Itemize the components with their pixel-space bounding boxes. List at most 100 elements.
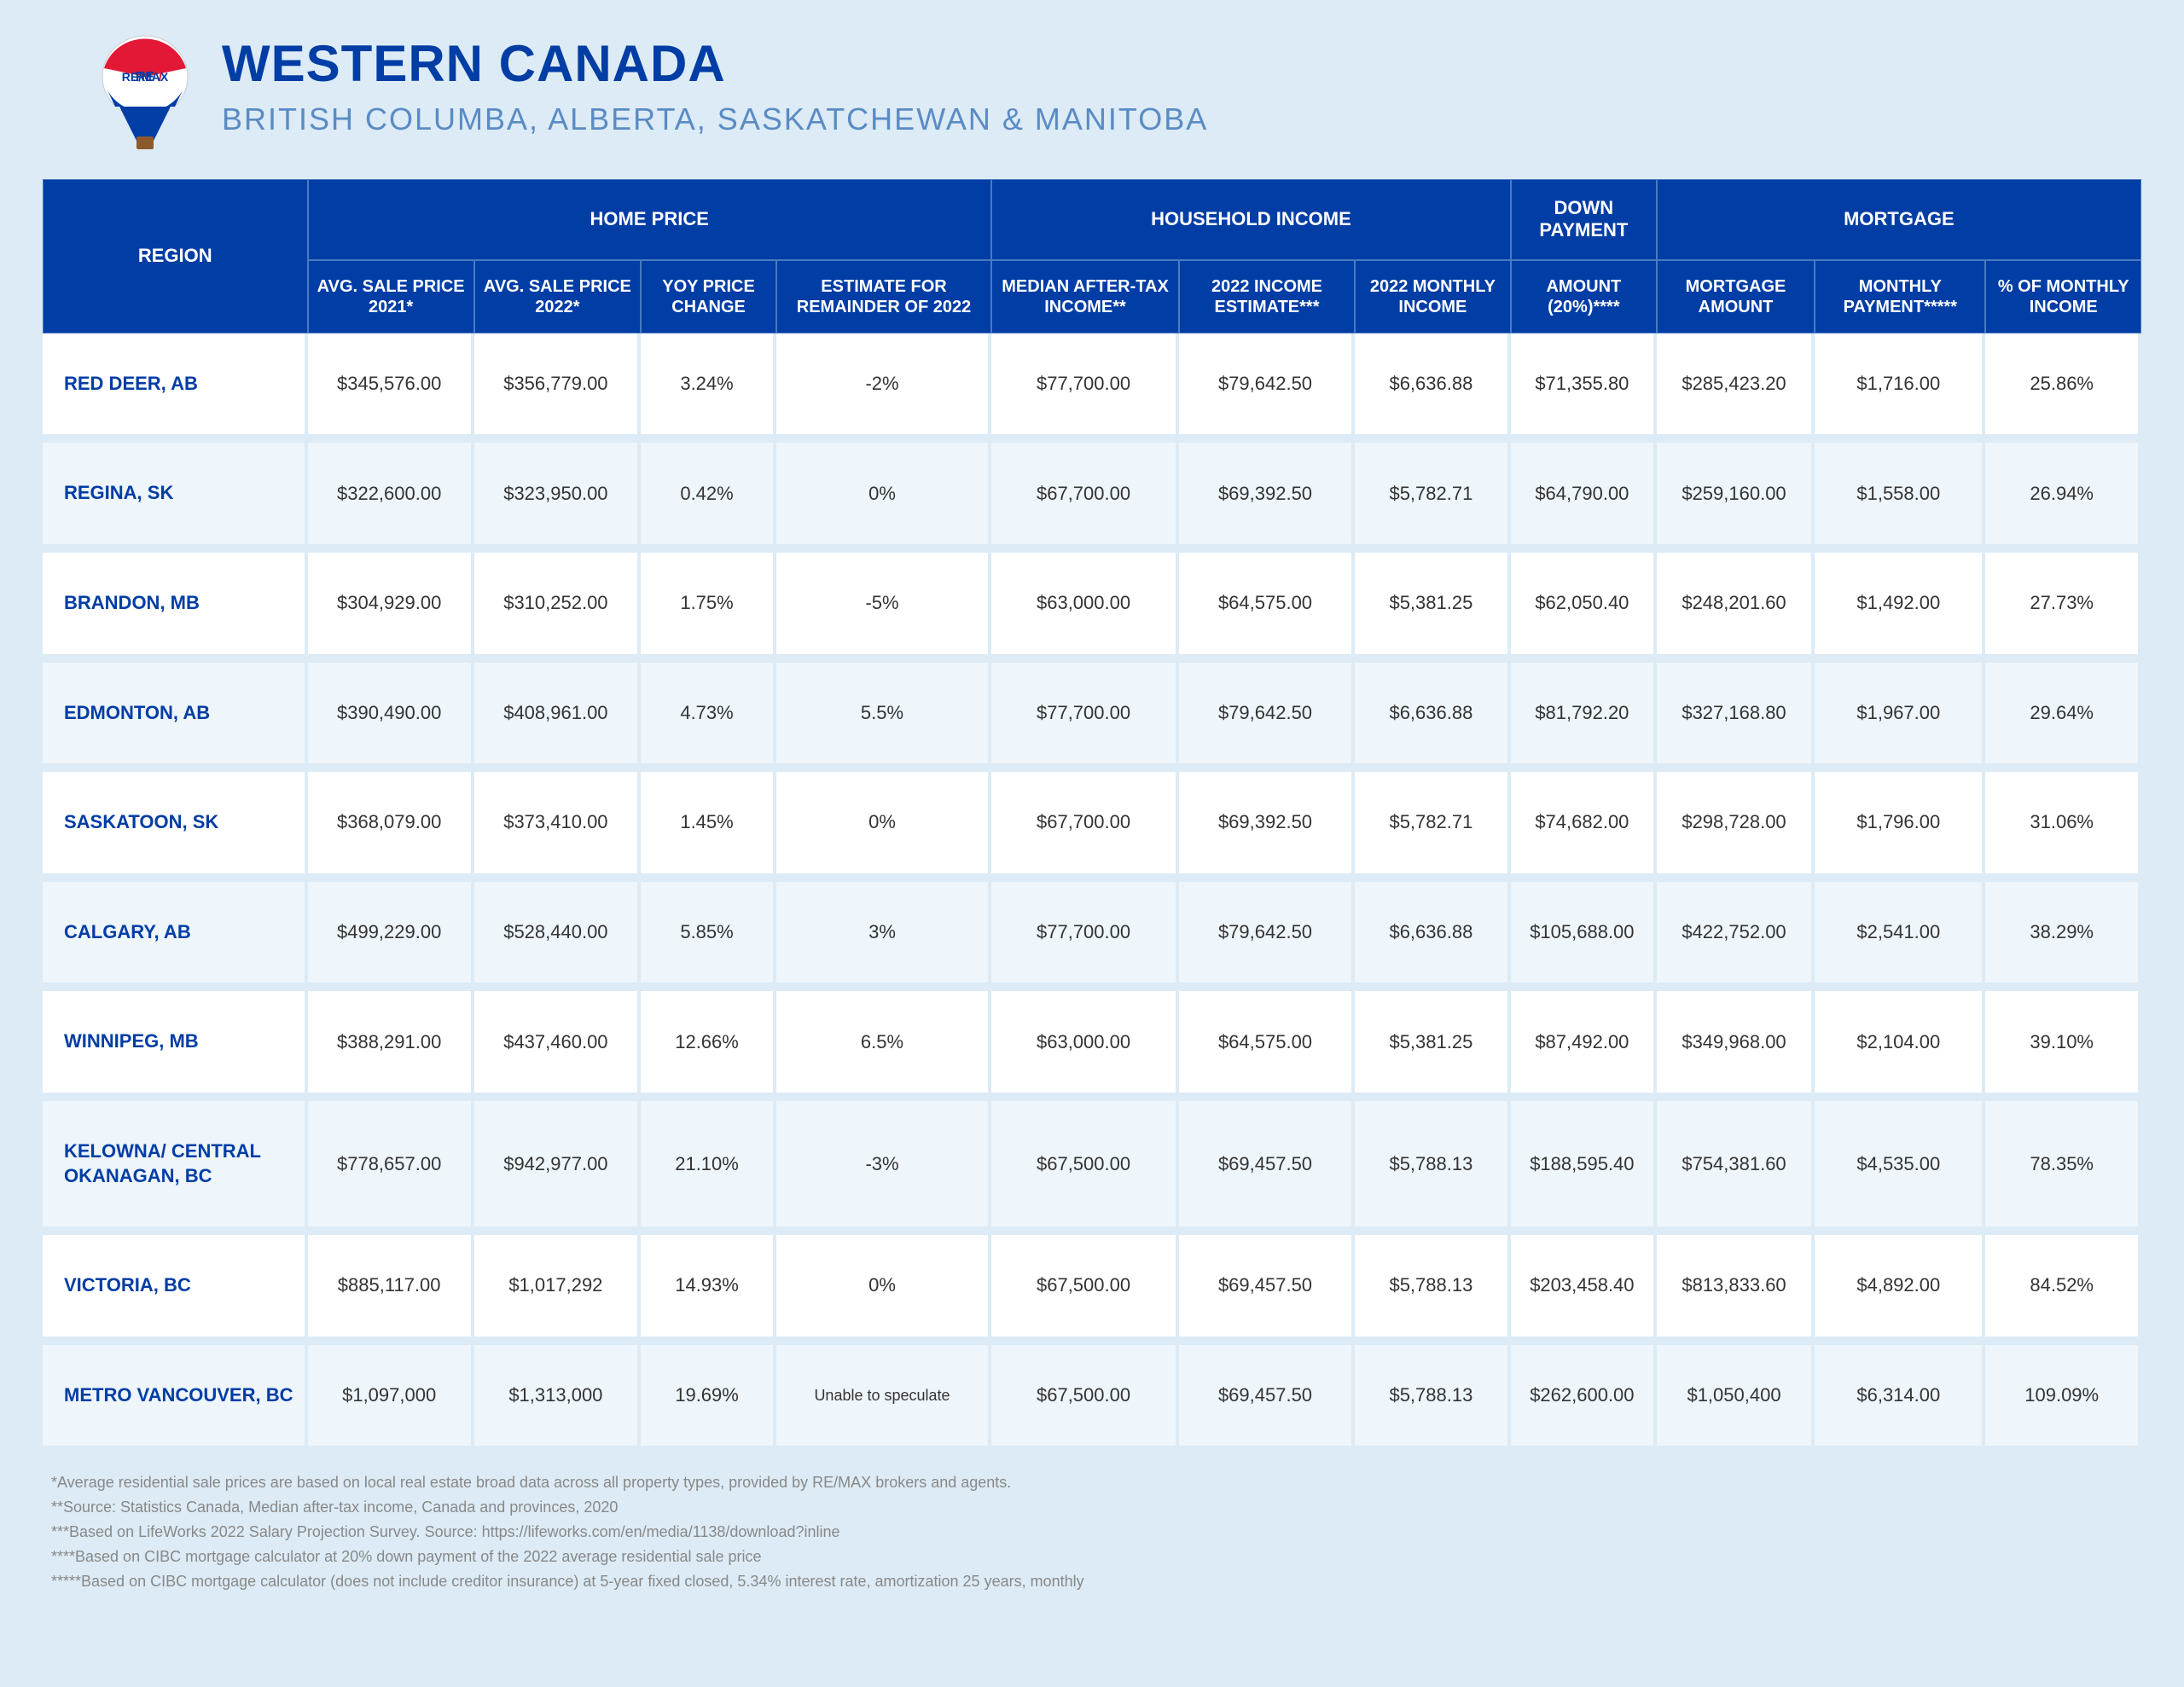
col-income-2022: 2022 INCOME ESTIMATE*** bbox=[1179, 260, 1355, 333]
cell-down_amount: $203,458.40 bbox=[1511, 1235, 1657, 1345]
cell-estimate: 0% bbox=[776, 772, 991, 882]
cell-monthly_income: $5,381.25 bbox=[1355, 991, 1511, 1101]
cell-yoy: 1.75% bbox=[641, 553, 776, 663]
cell-estimate: -5% bbox=[776, 553, 991, 663]
cell-avg_2021: $1,097,000 bbox=[308, 1345, 474, 1455]
cell-median_income: $67,500.00 bbox=[991, 1235, 1179, 1345]
data-table: REGION HOME PRICE HOUSEHOLD INCOME DOWN … bbox=[43, 179, 2141, 1454]
region-cell: BRANDON, MB bbox=[43, 553, 308, 663]
cell-income_2022: $69,392.50 bbox=[1179, 443, 1355, 553]
cell-avg_2021: $390,490.00 bbox=[308, 663, 474, 773]
cell-pct_income: 25.86% bbox=[1985, 333, 2141, 443]
cell-estimate: -3% bbox=[776, 1101, 991, 1235]
cell-yoy: 21.10% bbox=[641, 1101, 776, 1235]
cell-down_amount: $262,600.00 bbox=[1511, 1345, 1657, 1455]
cell-monthly_payment: $1,558.00 bbox=[1815, 443, 1985, 553]
cell-pct_income: 84.52% bbox=[1985, 1235, 2141, 1345]
footnote-line: ***Based on LifeWorks 2022 Salary Projec… bbox=[51, 1521, 2141, 1544]
cell-avg_2021: $304,929.00 bbox=[308, 553, 474, 663]
cell-monthly_payment: $2,104.00 bbox=[1815, 991, 1985, 1101]
cell-monthly_income: $6,636.88 bbox=[1355, 333, 1511, 443]
cell-estimate: 5.5% bbox=[776, 663, 991, 773]
cell-income_2022: $69,457.50 bbox=[1179, 1235, 1355, 1345]
cell-avg_2021: $499,229.00 bbox=[308, 882, 474, 992]
footnote-line: **Source: Statistics Canada, Median afte… bbox=[51, 1496, 2141, 1519]
remax-balloon-logo: RE / RE/MAX bbox=[94, 34, 196, 154]
cell-income_2022: $69,457.50 bbox=[1179, 1101, 1355, 1235]
cell-estimate: 0% bbox=[776, 443, 991, 553]
cell-income_2022: $64,575.00 bbox=[1179, 991, 1355, 1101]
footnote-line: *Average residential sale prices are bas… bbox=[51, 1471, 2141, 1494]
col-median-income: MEDIAN AFTER-TAX INCOME** bbox=[991, 260, 1179, 333]
cell-avg_2021: $885,117.00 bbox=[308, 1235, 474, 1345]
cell-pct_income: 27.73% bbox=[1985, 553, 2141, 663]
cell-income_2022: $69,392.50 bbox=[1179, 772, 1355, 882]
cell-median_income: $77,700.00 bbox=[991, 663, 1179, 773]
cell-median_income: $77,700.00 bbox=[991, 333, 1179, 443]
cell-down_amount: $74,682.00 bbox=[1511, 772, 1657, 882]
cell-avg_2022: $437,460.00 bbox=[474, 991, 641, 1101]
cell-mortgage_amount: $298,728.00 bbox=[1657, 772, 1815, 882]
cell-avg_2022: $408,961.00 bbox=[474, 663, 641, 773]
col-yoy: YOY PRICE CHANGE bbox=[641, 260, 776, 333]
cell-avg_2022: $1,017,292 bbox=[474, 1235, 641, 1345]
table-row: CALGARY, AB$499,229.00$528,440.005.85%3%… bbox=[43, 882, 2141, 992]
table-row: RED DEER, AB$345,576.00$356,779.003.24%-… bbox=[43, 333, 2141, 443]
cell-mortgage_amount: $259,160.00 bbox=[1657, 443, 1815, 553]
cell-avg_2022: $942,977.00 bbox=[474, 1101, 641, 1235]
cell-avg_2022: $528,440.00 bbox=[474, 882, 641, 992]
col-monthly-income: 2022 MONTHLY INCOME bbox=[1355, 260, 1511, 333]
cell-yoy: 0.42% bbox=[641, 443, 776, 553]
cell-avg_2021: $388,291.00 bbox=[308, 991, 474, 1101]
cell-pct_income: 31.06% bbox=[1985, 772, 2141, 882]
cell-mortgage_amount: $1,050,400 bbox=[1657, 1345, 1815, 1455]
col-estimate: ESTIMATE FOR REMAINDER OF 2022 bbox=[776, 260, 991, 333]
cell-yoy: 4.73% bbox=[641, 663, 776, 773]
cell-income_2022: $79,642.50 bbox=[1179, 333, 1355, 443]
cell-pct_income: 78.35% bbox=[1985, 1101, 2141, 1235]
cell-yoy: 3.24% bbox=[641, 333, 776, 443]
title-block: WESTERN CANADA BRITISH COLUMBA, ALBERTA,… bbox=[222, 34, 1208, 137]
cell-down_amount: $105,688.00 bbox=[1511, 882, 1657, 992]
cell-estimate: 6.5% bbox=[776, 991, 991, 1101]
cell-income_2022: $79,642.50 bbox=[1179, 663, 1355, 773]
svg-text:RE/MAX: RE/MAX bbox=[122, 70, 169, 84]
page-title: WESTERN CANADA bbox=[222, 34, 1208, 93]
cell-mortgage_amount: $422,752.00 bbox=[1657, 882, 1815, 992]
cell-avg_2021: $778,657.00 bbox=[308, 1101, 474, 1235]
region-cell: RED DEER, AB bbox=[43, 333, 308, 443]
cell-monthly_payment: $1,967.00 bbox=[1815, 663, 1985, 773]
cell-avg_2021: $368,079.00 bbox=[308, 772, 474, 882]
cell-avg_2022: $356,779.00 bbox=[474, 333, 641, 443]
col-group-region: REGION bbox=[43, 179, 308, 333]
col-monthly-payment: MONTHLY PAYMENT***** bbox=[1815, 260, 1985, 333]
table-row: VICTORIA, BC$885,117.00$1,017,29214.93%0… bbox=[43, 1235, 2141, 1345]
table-row: REGINA, SK$322,600.00$323,950.000.42%0%$… bbox=[43, 443, 2141, 553]
page: RE / RE/MAX WESTERN CANADA BRITISH COLUM… bbox=[0, 0, 2184, 1620]
cell-estimate: Unable to speculate bbox=[776, 1345, 991, 1455]
cell-yoy: 1.45% bbox=[641, 772, 776, 882]
cell-median_income: $67,500.00 bbox=[991, 1101, 1179, 1235]
cell-avg_2022: $373,410.00 bbox=[474, 772, 641, 882]
cell-monthly_payment: $4,892.00 bbox=[1815, 1235, 1985, 1345]
cell-pct_income: 29.64% bbox=[1985, 663, 2141, 773]
table-body: RED DEER, AB$345,576.00$356,779.003.24%-… bbox=[43, 333, 2141, 1455]
cell-monthly_payment: $1,492.00 bbox=[1815, 553, 1985, 663]
cell-monthly_payment: $2,541.00 bbox=[1815, 882, 1985, 992]
cell-yoy: 19.69% bbox=[641, 1345, 776, 1455]
cell-down_amount: $62,050.40 bbox=[1511, 553, 1657, 663]
cell-median_income: $67,700.00 bbox=[991, 443, 1179, 553]
col-avg-2021: AVG. SALE PRICE 2021* bbox=[308, 260, 474, 333]
cell-avg_2021: $322,600.00 bbox=[308, 443, 474, 553]
region-cell: EDMONTON, AB bbox=[43, 663, 308, 773]
cell-monthly_payment: $1,716.00 bbox=[1815, 333, 1985, 443]
cell-monthly_income: $5,782.71 bbox=[1355, 772, 1511, 882]
table-row: METRO VANCOUVER, BC$1,097,000$1,313,0001… bbox=[43, 1345, 2141, 1455]
cell-monthly_income: $6,636.88 bbox=[1355, 882, 1511, 992]
cell-mortgage_amount: $248,201.60 bbox=[1657, 553, 1815, 663]
cell-estimate: 3% bbox=[776, 882, 991, 992]
col-down-amount: AMOUNT (20%)**** bbox=[1511, 260, 1657, 333]
col-mortgage-amount: MORTGAGE AMOUNT bbox=[1657, 260, 1815, 333]
cell-median_income: $63,000.00 bbox=[991, 991, 1179, 1101]
cell-median_income: $67,500.00 bbox=[991, 1345, 1179, 1455]
